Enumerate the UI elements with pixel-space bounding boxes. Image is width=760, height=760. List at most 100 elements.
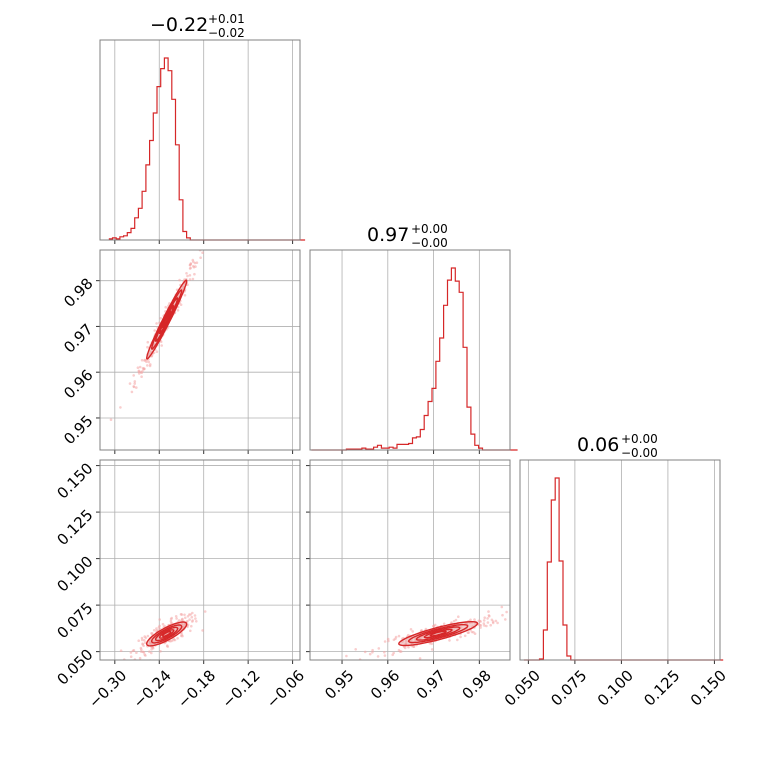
panel-frame (309, 249, 511, 451)
scatter-point (135, 386, 138, 389)
contour-1 (151, 289, 183, 350)
scatter-point (195, 620, 198, 623)
scatter-point (386, 637, 390, 641)
scatter-point (160, 344, 163, 347)
scatter-point (148, 364, 152, 368)
scatter-point (407, 645, 410, 649)
scatter-point (189, 613, 192, 616)
scatter-point (192, 260, 195, 264)
param-title-1-upper: +0.00 (411, 222, 448, 236)
scatter-point (452, 619, 456, 623)
scatter-point (376, 655, 380, 658)
scatter-point (179, 303, 183, 307)
scatter-point (191, 619, 194, 622)
scatter-point (170, 621, 173, 625)
scatter-point (391, 653, 395, 657)
scatter-point (140, 638, 144, 642)
x-tick-label: −0.06 (263, 666, 308, 711)
scatter-point (377, 647, 381, 650)
scatter-point (500, 605, 504, 609)
scatter-point (159, 650, 162, 653)
scatter-point (418, 657, 422, 660)
scatter-point (133, 382, 136, 385)
param-title-0-upper: +0.01 (208, 12, 245, 26)
contour-1 (407, 624, 469, 644)
panel-frame (309, 459, 511, 661)
scatter-point (174, 615, 178, 618)
scatter-point (130, 390, 134, 394)
scatter-point (146, 634, 150, 638)
scatter-point (394, 635, 398, 639)
scatter-point (486, 617, 489, 620)
scatter-point (188, 263, 192, 267)
scatter-point (479, 626, 482, 629)
param-title-0-lower: −0.02 (208, 26, 245, 40)
panel-frame (99, 459, 301, 661)
scatter-point (188, 267, 192, 270)
param-title-1-lower: −0.00 (411, 236, 448, 250)
scatter-point (473, 632, 477, 635)
scatter-point (155, 322, 158, 325)
scatter-point (176, 309, 180, 312)
scatter-point (170, 616, 173, 620)
scatter-point (128, 382, 132, 385)
scatter-point (470, 630, 474, 634)
scatter-point (137, 369, 141, 373)
scatter-point (489, 623, 493, 627)
scatter-point (140, 375, 143, 379)
scatter-point (512, 621, 515, 624)
scatter-point (383, 650, 386, 654)
scatter-point (119, 406, 122, 409)
scatter-point (191, 277, 195, 281)
scatter-point (209, 247, 212, 250)
contour-3 (159, 629, 175, 639)
scatter-point (383, 654, 387, 657)
scatter-point (186, 619, 189, 623)
scatter-point (191, 611, 194, 615)
scatter-point (131, 649, 135, 653)
y-tick-label: 0.075 (53, 599, 96, 642)
scatter-point (432, 624, 435, 628)
scatter-point (176, 637, 179, 640)
scatter-point (159, 317, 162, 320)
scatter-point (463, 634, 467, 638)
scatter-point (186, 615, 190, 618)
hist-panel-2 (527, 460, 715, 664)
scatter-point (132, 374, 135, 377)
y-tick-label: 0.150 (53, 459, 96, 502)
scatter-point (135, 651, 138, 654)
scatter-point (511, 611, 514, 614)
scatter-point (140, 648, 143, 651)
param-title-2-upper: +0.00 (621, 432, 658, 446)
scatter-point (150, 651, 153, 655)
x-tick-label: 0.96 (367, 666, 403, 702)
scatter-point (371, 648, 374, 652)
scatter-point (491, 621, 495, 625)
hist-panel-1 (341, 250, 480, 454)
scatter-point (387, 639, 390, 643)
panel-frame (99, 39, 301, 241)
scatter-point (203, 610, 207, 613)
scatter-point (140, 636, 144, 640)
scatter-point (467, 631, 471, 634)
scatter-point (183, 294, 187, 297)
scatter-point (155, 627, 158, 630)
scatter-point (201, 629, 204, 632)
y-tick-label: 0.100 (53, 552, 96, 595)
panel-frame (99, 249, 301, 451)
param-title-0: −0.22 (150, 14, 208, 36)
scatter-point (155, 629, 159, 632)
y-tick-label: 0.97 (60, 320, 96, 356)
scatter-point (457, 615, 460, 618)
scatter-point (536, 603, 539, 606)
scatter-point (482, 622, 486, 625)
scatter-point (473, 618, 476, 621)
scatter-point (144, 654, 147, 657)
x-tick-label: 0.97 (413, 666, 449, 702)
scatter-point (140, 358, 144, 362)
scatter-point (164, 305, 167, 309)
scatter-point (184, 616, 187, 620)
scatter-point (141, 642, 144, 645)
scatter-point (398, 650, 402, 653)
